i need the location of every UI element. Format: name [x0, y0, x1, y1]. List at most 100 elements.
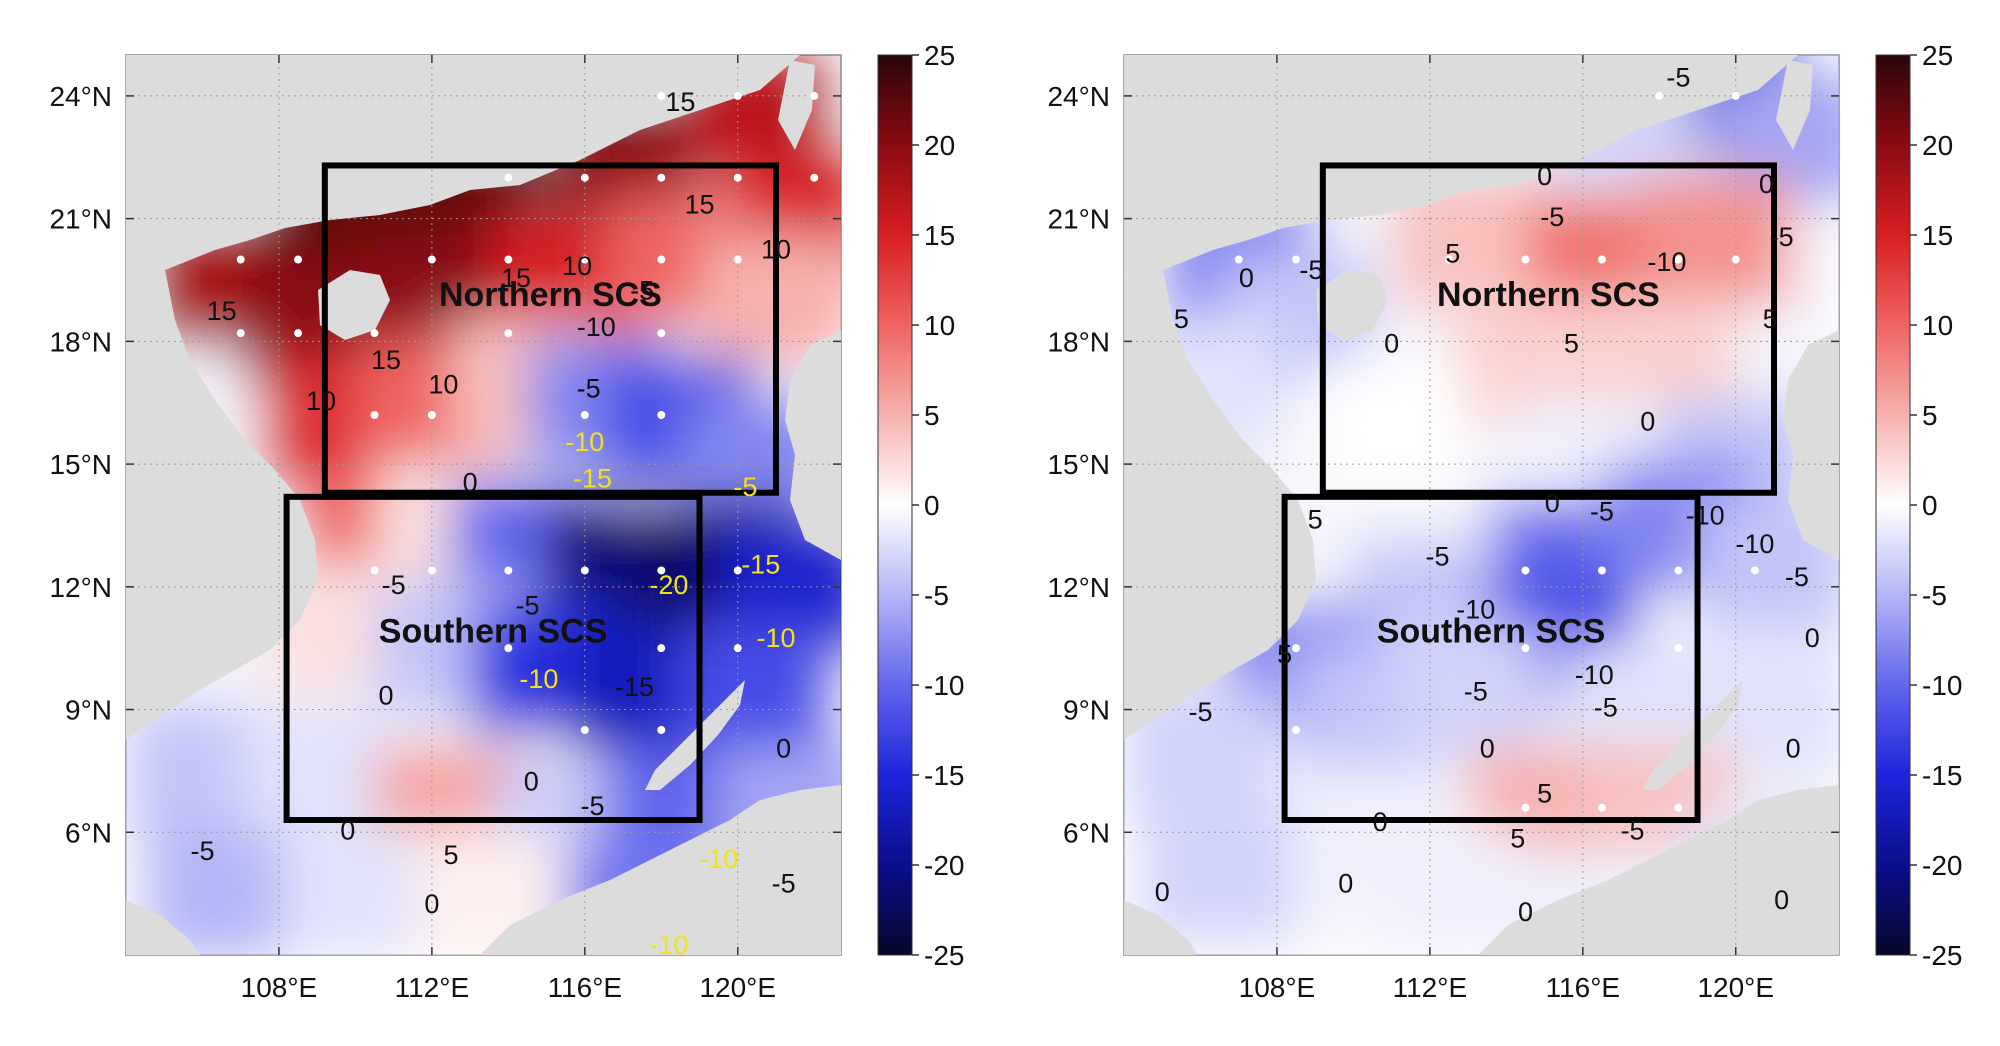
- contour-label: 0: [1537, 161, 1552, 191]
- station-point: [504, 644, 513, 653]
- colorbar-tick-label: 25: [924, 40, 955, 71]
- station-point: [733, 644, 742, 653]
- y-tick-label: 24°N: [1047, 81, 1110, 112]
- station-point: [1521, 566, 1530, 575]
- station-point: [657, 173, 666, 182]
- contour-label: -5: [580, 791, 604, 821]
- contour-label: 0: [1759, 169, 1774, 199]
- field-cell: [1144, 808, 1295, 939]
- station-point: [1674, 803, 1683, 812]
- region-label: Northern SCS: [1437, 276, 1660, 314]
- contour-label: -10: [1575, 660, 1614, 690]
- contour-label: 0: [1640, 406, 1655, 436]
- station-point: [370, 411, 379, 419]
- x-tick-label: 120°E: [699, 972, 776, 1003]
- station-point: [1234, 255, 1243, 264]
- contour-label: 5: [1174, 304, 1189, 334]
- colorbar: 25 20 15 10 5 0 -5 -10 -15 -20 -25: [1875, 40, 1962, 971]
- field-cell: [280, 828, 431, 955]
- station-point: [733, 91, 742, 100]
- station-point: [294, 255, 303, 264]
- field-cell: [242, 705, 393, 836]
- contour-label: 15: [685, 189, 715, 219]
- contour-label: 15: [207, 296, 237, 326]
- colorbar-ramp: [1875, 54, 1911, 956]
- contour-label: 15: [665, 87, 695, 117]
- peninsula-tip: [126, 900, 200, 955]
- contour-label: 0: [1518, 897, 1533, 927]
- field-cell: [1374, 828, 1524, 955]
- contour-label: 0: [1786, 734, 1801, 764]
- hainan-island: [318, 270, 390, 340]
- contour-label: -5: [733, 472, 757, 502]
- contour-label: 0: [1239, 263, 1254, 293]
- station-point: [1292, 726, 1301, 734]
- x-tick-label: 112°E: [1393, 972, 1468, 1003]
- contour-label: 10: [428, 369, 458, 399]
- colorbar-tick-label: -5: [1922, 580, 1947, 611]
- region-boxes: [283, 162, 779, 823]
- colorbar-tick-label: -15: [1922, 760, 1962, 791]
- y-tick-label: 9°N: [65, 695, 112, 726]
- contour-label: 5: [1445, 239, 1460, 269]
- contour-label: -5: [1785, 562, 1809, 592]
- colorbar-tick-label: 10: [1922, 310, 1953, 341]
- y-tick-label: 21°N: [49, 204, 112, 235]
- contour-label: 0: [524, 766, 539, 796]
- station-point: [657, 411, 666, 419]
- contour-label: 0: [1384, 329, 1399, 359]
- contour-label: 0: [463, 468, 478, 498]
- contour-label: -5: [1188, 697, 1212, 727]
- contour-label: -10: [699, 844, 738, 874]
- station-point: [1521, 803, 1530, 812]
- station-point: [236, 329, 245, 338]
- contour-label: -15: [741, 549, 780, 579]
- contour-label: -10: [1647, 247, 1686, 277]
- station-point: [370, 566, 379, 575]
- colorbar-tick-label: -10: [1922, 670, 1962, 701]
- station-points: [1234, 91, 1759, 812]
- gridlines: [126, 55, 841, 955]
- contour-label: -5: [772, 869, 796, 899]
- y-tick-label: 18°N: [1047, 326, 1110, 357]
- station-point: [733, 255, 742, 264]
- axis-ticks: 108°E 112°E 116°E 120°E 6°N 9°N 12°N 15°N 18°N 21…: [49, 55, 841, 1003]
- contour-label: 0: [1774, 885, 1789, 915]
- x-tick-label: 116°E: [1546, 972, 1621, 1003]
- borneo-island: [1478, 785, 1839, 955]
- station-point: [1521, 255, 1530, 264]
- contour-label: -10: [756, 623, 795, 653]
- contour-label: -10: [565, 427, 604, 457]
- region-box: [321, 162, 779, 496]
- contour-label: -5: [1464, 676, 1488, 706]
- station-points: [236, 91, 819, 734]
- station-point: [1674, 644, 1683, 653]
- station-point: [1521, 644, 1530, 653]
- contour-label: -5: [1299, 255, 1323, 285]
- y-tick-label: 12°N: [49, 572, 112, 603]
- region-label: Northern SCS: [439, 276, 662, 314]
- contour-label: -5: [1666, 63, 1690, 93]
- colorbar: 25 20 15 10 5 0 -5 -10 -15 -20 -25: [877, 40, 964, 971]
- region-label: Southern SCS: [379, 612, 608, 650]
- contour-label: 15: [371, 345, 401, 375]
- station-point: [1655, 91, 1664, 100]
- contour-label: 5: [1537, 779, 1552, 809]
- region-labels: Northern SCS Southern SCS: [379, 276, 662, 650]
- colorbar-tick-label: 0: [924, 490, 940, 521]
- colorbar-tick-label: 10: [924, 310, 955, 341]
- contour-label: 0: [1338, 869, 1353, 899]
- borneo-island: [480, 785, 841, 955]
- contour-label: 0: [1545, 488, 1560, 518]
- station-point: [1292, 255, 1301, 264]
- x-tick-label: 116°E: [548, 972, 623, 1003]
- contour-label: -5: [190, 836, 214, 866]
- contour-label: -5: [1594, 693, 1618, 723]
- station-point: [504, 173, 513, 182]
- region-label: Southern SCS: [1377, 612, 1606, 650]
- station-point: [1731, 91, 1740, 100]
- contour-label: 0: [1155, 877, 1170, 907]
- y-tick-label: 6°N: [1063, 817, 1110, 848]
